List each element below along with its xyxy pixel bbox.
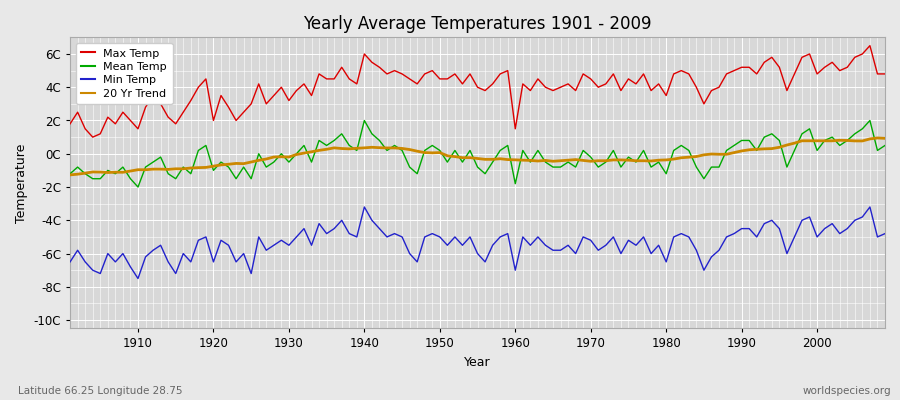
Y-axis label: Temperature: Temperature: [15, 143, 28, 222]
Legend: Max Temp, Mean Temp, Min Temp, 20 Yr Trend: Max Temp, Mean Temp, Min Temp, 20 Yr Tre…: [76, 43, 173, 104]
X-axis label: Year: Year: [464, 356, 491, 369]
Text: Latitude 66.25 Longitude 28.75: Latitude 66.25 Longitude 28.75: [18, 386, 183, 396]
Text: worldspecies.org: worldspecies.org: [803, 386, 891, 396]
Title: Yearly Average Temperatures 1901 - 2009: Yearly Average Temperatures 1901 - 2009: [303, 15, 652, 33]
